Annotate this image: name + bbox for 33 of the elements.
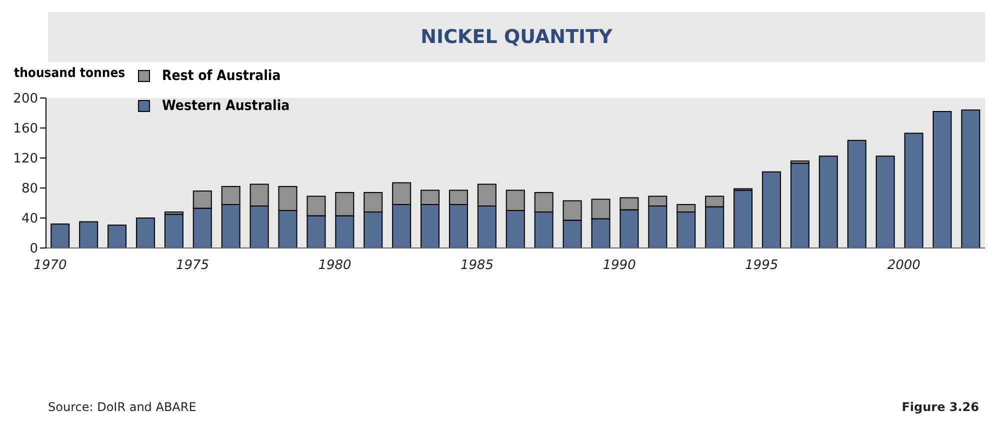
x-tick-label: 1970 xyxy=(34,258,67,274)
y-tick-label: 0 xyxy=(30,242,38,257)
y-tick-label: 160 xyxy=(13,122,38,137)
legend-label: Rest of Australia xyxy=(162,68,281,84)
x-tick-label: 1995 xyxy=(745,258,778,274)
bar xyxy=(50,224,70,248)
x-tick-label: 1985 xyxy=(460,258,494,274)
bar xyxy=(876,156,895,248)
bar xyxy=(847,140,866,248)
bar xyxy=(818,156,838,248)
bar xyxy=(762,171,781,248)
x-tick-label: 2000 xyxy=(887,258,920,274)
y-tick-label: 40 xyxy=(21,212,38,227)
y-tick-label: 200 xyxy=(13,92,38,107)
bar xyxy=(164,214,184,248)
bar xyxy=(136,218,155,248)
bar xyxy=(932,111,952,248)
bar xyxy=(904,132,924,248)
chart-title: NICKEL QUANTITY xyxy=(48,12,985,62)
y-tick-label: 80 xyxy=(21,182,38,197)
y-tick-label: 120 xyxy=(13,152,38,167)
bar xyxy=(961,110,980,248)
caption: Figure 3.26 xyxy=(902,400,979,414)
bar xyxy=(734,190,753,248)
x-tick-label: 1975 xyxy=(176,258,210,274)
source-note: Source: DoIR and ABARE xyxy=(48,400,196,414)
bar xyxy=(790,162,810,248)
y-axis-title: thousand tonnes xyxy=(14,66,126,81)
bar xyxy=(108,224,127,248)
legend-label: Western Australia xyxy=(162,98,290,114)
x-tick-label: 1990 xyxy=(602,258,636,274)
bar xyxy=(79,221,98,248)
x-tick-label: 1980 xyxy=(318,258,352,274)
